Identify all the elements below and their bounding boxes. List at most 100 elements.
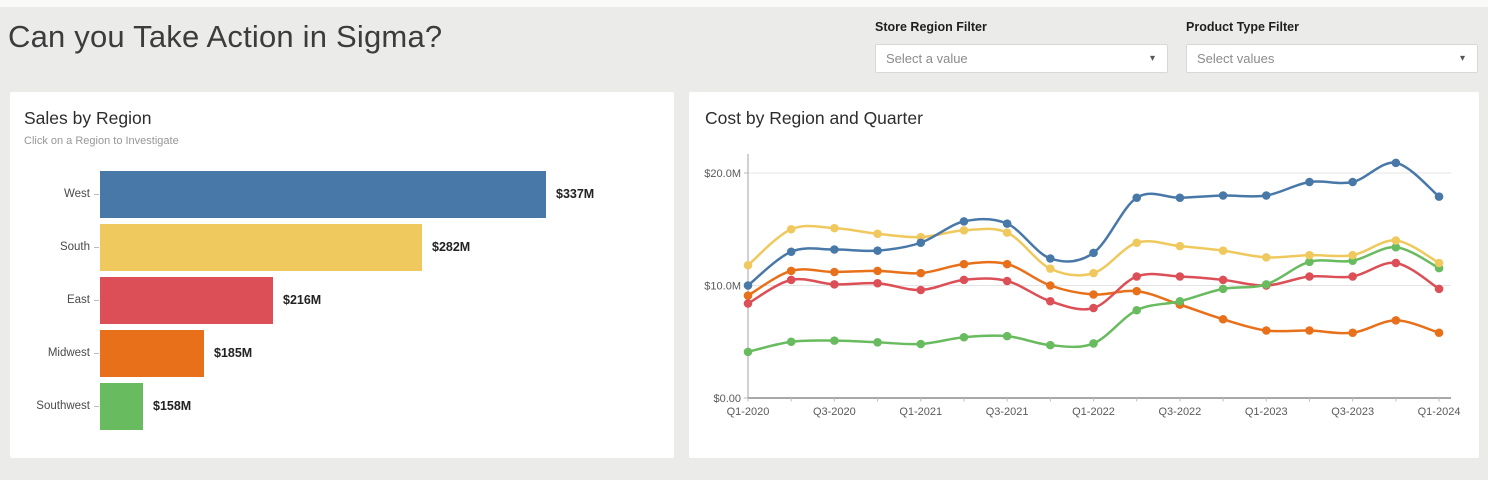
point-east-Q4-2022[interactable] [1218, 275, 1228, 285]
point-west-Q1-2024[interactable] [1434, 192, 1444, 201]
point-southwest-Q3-2022[interactable] [1175, 296, 1185, 306]
point-east-Q4-2020[interactable] [873, 278, 882, 288]
point-east-Q3-2022[interactable] [1175, 272, 1185, 281]
point-west-Q4-2022[interactable] [1218, 191, 1228, 200]
point-southwest-Q4-2023[interactable] [1391, 242, 1401, 252]
point-east-Q1-2024[interactable] [1434, 284, 1444, 294]
product-type-dropdown[interactable]: Select values ▾ [1186, 44, 1478, 73]
bar-southwest[interactable] [100, 383, 143, 430]
point-west-Q4-2020[interactable] [873, 246, 882, 255]
line-series-southwest [746, 245, 1441, 354]
point-south-Q1-2024[interactable] [1434, 258, 1444, 268]
point-west-Q4-2023[interactable] [1391, 158, 1401, 168]
bar-category-label: West [64, 188, 90, 200]
point-southwest-Q2-2020[interactable] [786, 337, 796, 347]
point-east-Q4-2023[interactable] [1391, 258, 1401, 268]
point-east-Q4-2021[interactable] [1046, 296, 1055, 306]
point-midwest-Q1-2024[interactable] [1434, 328, 1444, 338]
point-west-Q1-2023[interactable] [1261, 191, 1271, 200]
point-east-Q1-2021[interactable] [916, 285, 926, 295]
point-southwest-Q3-2021[interactable] [1002, 331, 1012, 341]
point-west-Q2-2020[interactable] [786, 247, 796, 257]
point-midwest-Q2-2020[interactable] [786, 266, 796, 276]
point-southwest-Q1-2022[interactable] [1089, 339, 1098, 348]
point-east-Q2-2020[interactable] [786, 275, 796, 285]
store-region-dropdown[interactable]: Select a value ▾ [875, 44, 1168, 73]
point-midwest-Q1-2023[interactable] [1261, 326, 1271, 335]
point-midwest-Q1-2022[interactable] [1089, 290, 1098, 299]
point-south-Q4-2023[interactable] [1391, 236, 1401, 245]
point-east-Q3-2020[interactable] [830, 280, 839, 289]
bar-category-label: East [66, 294, 90, 306]
point-west-Q2-2023[interactable] [1305, 177, 1314, 187]
point-midwest-Q1-2021[interactable] [916, 268, 926, 278]
point-midwest-Q2-2022[interactable] [1132, 286, 1142, 296]
point-southwest-Q2-2022[interactable] [1132, 305, 1142, 315]
bar-west[interactable] [100, 171, 546, 218]
x-axis-label: Q3-2021 [986, 406, 1029, 418]
point-southwest-Q2-2023[interactable] [1305, 257, 1314, 267]
point-west-Q3-2021[interactable] [1002, 219, 1012, 228]
point-southwest-Q1-2021[interactable] [916, 339, 926, 349]
point-south-Q1-2020[interactable] [743, 260, 753, 270]
point-midwest-Q1-2020[interactable] [743, 291, 753, 300]
point-southwest-Q4-2022[interactable] [1218, 284, 1228, 294]
axis-tick [94, 247, 99, 248]
point-southwest-Q4-2021[interactable] [1046, 340, 1055, 350]
point-southwest-Q1-2023[interactable] [1261, 280, 1271, 289]
point-south-Q4-2020[interactable] [873, 229, 882, 239]
point-south-Q4-2022[interactable] [1218, 246, 1228, 255]
point-east-Q1-2022[interactable] [1089, 303, 1098, 313]
point-south-Q2-2021[interactable] [959, 226, 969, 235]
point-south-Q2-2023[interactable] [1305, 250, 1314, 260]
point-midwest-Q3-2020[interactable] [830, 267, 839, 277]
bar-value-label: $337M [556, 187, 595, 201]
point-south-Q1-2022[interactable] [1089, 268, 1098, 278]
point-west-Q1-2020[interactable] [743, 281, 753, 290]
bar-row-midwest: Midwest $185M [10, 330, 674, 377]
point-southwest-Q4-2020[interactable] [873, 338, 882, 347]
point-midwest-Q2-2021[interactable] [959, 259, 969, 269]
bar-value-label: $158M [153, 399, 192, 413]
point-west-Q1-2021[interactable] [916, 238, 926, 248]
point-southwest-Q2-2021[interactable] [959, 332, 969, 342]
x-axis-label: Q3-2020 [813, 406, 856, 418]
point-midwest-Q4-2023[interactable] [1391, 316, 1401, 325]
point-south-Q2-2022[interactable] [1132, 238, 1142, 248]
point-midwest-Q3-2023[interactable] [1348, 328, 1357, 338]
bar-category-label: Midwest [47, 347, 90, 359]
sales-by-region-card: Sales by Region Click on a Region to Inv… [10, 92, 674, 458]
point-east-Q2-2021[interactable] [959, 275, 969, 285]
point-west-Q3-2020[interactable] [830, 245, 839, 254]
point-south-Q2-2020[interactable] [786, 224, 796, 234]
point-west-Q2-2022[interactable] [1132, 193, 1142, 203]
bar-east[interactable] [100, 277, 273, 324]
point-midwest-Q4-2022[interactable] [1218, 314, 1228, 324]
store-region-filter: Store Region Filter Select a value ▾ [875, 20, 1168, 73]
point-west-Q1-2022[interactable] [1089, 248, 1098, 258]
point-midwest-Q2-2023[interactable] [1305, 326, 1314, 335]
bar-midwest[interactable] [100, 330, 204, 377]
point-southwest-Q1-2020[interactable] [743, 347, 753, 357]
point-west-Q3-2023[interactable] [1348, 177, 1357, 187]
point-east-Q3-2023[interactable] [1348, 272, 1357, 281]
point-west-Q4-2021[interactable] [1046, 254, 1055, 263]
point-midwest-Q4-2021[interactable] [1046, 281, 1055, 290]
point-south-Q3-2022[interactable] [1175, 241, 1185, 251]
point-east-Q2-2022[interactable] [1132, 272, 1142, 281]
point-south-Q3-2020[interactable] [830, 223, 839, 233]
point-midwest-Q3-2021[interactable] [1002, 259, 1012, 269]
point-midwest-Q4-2020[interactable] [873, 266, 882, 276]
point-south-Q3-2021[interactable] [1002, 228, 1012, 237]
point-east-Q1-2020[interactable] [743, 299, 753, 308]
point-east-Q3-2021[interactable] [1002, 276, 1012, 286]
bar-south[interactable] [100, 224, 422, 271]
point-south-Q3-2023[interactable] [1348, 250, 1357, 260]
point-south-Q1-2023[interactable] [1261, 253, 1271, 262]
point-south-Q4-2021[interactable] [1046, 264, 1055, 273]
point-east-Q2-2023[interactable] [1305, 272, 1314, 281]
point-southwest-Q3-2020[interactable] [830, 336, 839, 345]
page-title: Can you Take Action in Sigma? [8, 19, 443, 54]
point-west-Q3-2022[interactable] [1175, 193, 1185, 203]
point-west-Q2-2021[interactable] [959, 217, 969, 226]
